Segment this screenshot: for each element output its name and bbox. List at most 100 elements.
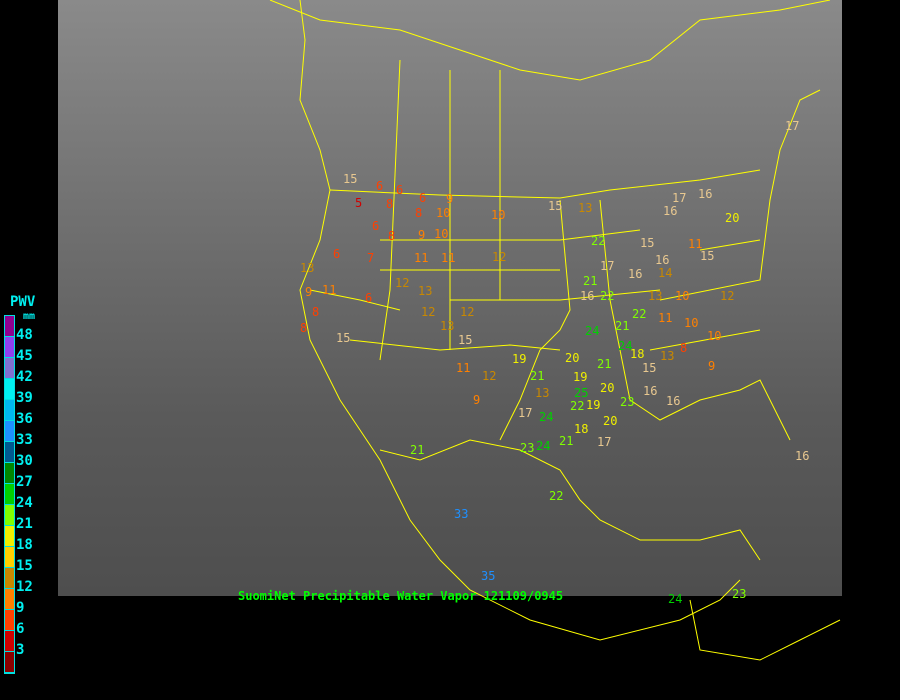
station-pwv-value: 13 [648, 289, 662, 303]
legend-tick: 6 [16, 621, 25, 637]
station-pwv-value: 15 [458, 333, 472, 347]
station-pwv-value: 15 [700, 249, 714, 263]
station-pwv-value: 17 [518, 406, 532, 420]
legend-swatch [5, 589, 14, 610]
legend-swatch [5, 526, 14, 547]
station-pwv-value: 23 [732, 587, 746, 601]
legend-tick: 15 [16, 558, 33, 574]
station-pwv-value: 11 [322, 283, 336, 297]
legend-tick: 48 [16, 327, 33, 343]
legend-tick: 9 [16, 600, 25, 616]
legend-swatch [5, 442, 14, 463]
station-pwv-value: 22 [632, 307, 646, 321]
station-pwv-value: 13 [440, 319, 454, 333]
station-pwv-value: 10 [436, 206, 450, 220]
legend-swatch [5, 652, 14, 673]
station-pwv-value: 12 [395, 276, 409, 290]
station-pwv-value: 24 [618, 339, 632, 353]
station-pwv-value: 9 [473, 393, 480, 407]
station-pwv-value: 11 [441, 251, 455, 265]
legend-tick: 27 [16, 474, 33, 490]
legend-swatch [5, 421, 14, 442]
station-pwv-value: 21 [583, 274, 597, 288]
station-pwv-value: 19 [573, 370, 587, 384]
station-pwv-value: 12 [421, 305, 435, 319]
legend-tick: 18 [16, 537, 33, 553]
station-pwv-value: 21 [530, 369, 544, 383]
legend-swatch [5, 547, 14, 568]
station-pwv-value: 10 [707, 329, 721, 343]
legend-swatch [5, 610, 14, 631]
legend-swatch [5, 484, 14, 505]
station-pwv-value: 24 [668, 592, 682, 606]
legend-tick: 24 [16, 495, 33, 511]
station-pwv-value: 16 [628, 267, 642, 281]
legend-tick: 12 [16, 579, 33, 595]
station-pwv-value: 14 [658, 266, 672, 280]
station-pwv-value: 7 [367, 251, 374, 265]
legend-swatch [5, 337, 14, 358]
station-pwv-value: 6 [419, 191, 426, 205]
station-pwv-value: 10 [491, 208, 505, 222]
station-pwv-value: 8 [415, 206, 422, 220]
station-pwv-value: 15 [548, 199, 562, 213]
station-pwv-value: 20 [725, 211, 739, 225]
station-pwv-value: 13 [300, 261, 314, 275]
station-pwv-value: 9 [446, 192, 453, 206]
station-pwv-value: 9 [305, 285, 312, 299]
station-pwv-value: 8 [388, 229, 395, 243]
station-pwv-value: 23 [520, 441, 534, 455]
station-pwv-value: 16 [580, 289, 594, 303]
station-pwv-value: 8 [680, 341, 687, 355]
legend-swatch [5, 358, 14, 379]
station-pwv-value: 16 [698, 187, 712, 201]
station-pwv-value: 10 [434, 227, 448, 241]
legend-swatch [5, 379, 14, 400]
station-pwv-value: 6 [372, 219, 379, 233]
station-pwv-value: 20 [603, 414, 617, 428]
political-boundaries [269, 0, 841, 661]
legend-swatch [5, 505, 14, 526]
map-caption: SuomiNet Precipitable Water Vapor 121109… [238, 589, 564, 603]
station-pwv-value: 21 [559, 434, 573, 448]
legend-tick: 30 [16, 453, 33, 469]
station-pwv-value: 15 [343, 172, 357, 186]
station-pwv-value: 18 [630, 347, 644, 361]
station-pwv-value: 22 [570, 399, 584, 413]
station-pwv-value: 16 [663, 204, 677, 218]
station-pwv-value: 20 [600, 381, 614, 395]
station-pwv-value: 11 [456, 361, 470, 375]
station-pwv-value: 24 [539, 410, 553, 424]
station-pwv-value: 35 [481, 569, 495, 583]
station-pwv-value: 6 [396, 183, 403, 197]
station-pwv-value: 25 [574, 386, 588, 400]
station-pwv-value: 13 [578, 201, 592, 215]
station-pwv-value: 22 [600, 289, 614, 303]
station-pwv-value: 22 [591, 234, 605, 248]
station-pwv-value: 12 [482, 369, 496, 383]
station-pwv-value: 20 [565, 351, 579, 365]
station-pwv-value: 19 [512, 352, 526, 366]
station-pwv-value: 16 [666, 394, 680, 408]
station-pwv-value: 21 [410, 443, 424, 457]
station-pwv-value: 8 [312, 305, 319, 319]
station-pwv-value: 12 [460, 305, 474, 319]
station-pwv-value: 6 [333, 247, 340, 261]
station-pwv-value: 9 [418, 228, 425, 242]
station-pwv-value: 12 [492, 250, 506, 264]
station-pwv-value: 24 [585, 324, 599, 338]
legend-tick: 21 [16, 516, 33, 532]
legend-swatch [5, 631, 14, 652]
station-pwv-value: 19 [586, 398, 600, 412]
legend-unit: mm [23, 311, 36, 322]
legend-tick: 45 [16, 348, 33, 364]
station-pwv-value: 16 [795, 449, 809, 463]
station-pwv-value: 15 [642, 361, 656, 375]
station-pwv-value: 10 [684, 316, 698, 330]
station-pwv-value: 15 [640, 236, 654, 250]
legend-title: PWV [10, 294, 36, 310]
legend-tick: 3 [16, 642, 25, 658]
station-pwv-value: 15 [336, 331, 350, 345]
